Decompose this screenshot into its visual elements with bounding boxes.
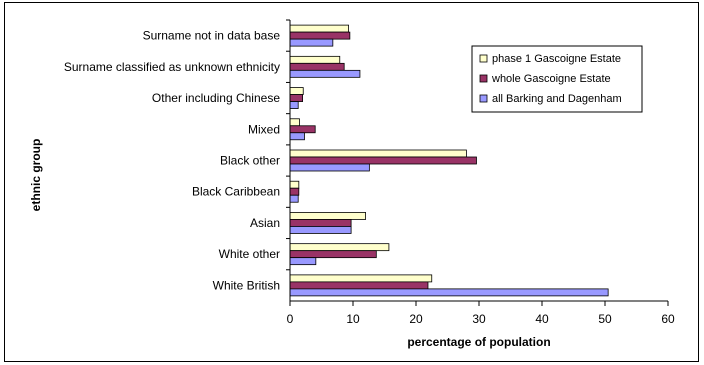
- labels-layer: White British White other Asian Black Carib…: [64, 29, 675, 326]
- bar: [289, 288, 609, 297]
- bar: [289, 125, 316, 134]
- bar: [289, 87, 304, 95]
- bar: [289, 250, 377, 259]
- bar: [289, 55, 341, 64]
- bar: [289, 180, 300, 189]
- x-tick-label: 40: [535, 312, 549, 326]
- bar: [289, 281, 429, 290]
- legend-swatch: [479, 74, 488, 83]
- x-tick-label: 30: [472, 312, 486, 326]
- category-label: Black other: [220, 154, 280, 168]
- bar: [289, 132, 305, 141]
- category-label: White British: [213, 278, 280, 292]
- bar: [289, 149, 467, 158]
- bar: [289, 212, 366, 220]
- legend-entry: phase 1 Gascoigne Estate: [492, 53, 621, 65]
- bar: [289, 219, 352, 227]
- x-tick-label: 20: [409, 312, 423, 326]
- legend-swatch: [479, 54, 488, 63]
- category-label: Other including Chinese: [152, 91, 280, 105]
- bar: [289, 101, 299, 109]
- axes-layer: [286, 19, 669, 306]
- legend-box: [471, 45, 643, 113]
- legend-entry: all Barking and Dagenham: [492, 93, 622, 105]
- bar: [289, 94, 304, 102]
- bar: [289, 38, 334, 47]
- legend-entry: whole Gascoigne Estate: [491, 73, 611, 85]
- x-axis-title: percentage of population: [407, 335, 550, 349]
- bar: [289, 24, 349, 33]
- x-tick-label: 50: [598, 312, 612, 326]
- bars-layer: [289, 24, 609, 297]
- x-tick-label: 60: [661, 312, 675, 326]
- bar: [289, 187, 300, 196]
- category-label: White other: [219, 247, 280, 261]
- bar: [289, 31, 351, 40]
- category-label: Mixed: [248, 122, 280, 136]
- bar: [289, 69, 361, 78]
- x-tick-label: 10: [346, 312, 360, 326]
- category-label: Black Caribbean: [192, 185, 280, 199]
- category-label: Asian: [250, 216, 280, 230]
- legend-swatch: [479, 94, 488, 103]
- bar: [289, 243, 390, 252]
- bar: [289, 163, 370, 172]
- bar: [289, 62, 345, 71]
- x-tick-label: 0: [287, 312, 294, 326]
- category-label: Surname classified as unknown ethnicity: [64, 60, 280, 74]
- bar: [289, 156, 477, 165]
- bar: [289, 257, 317, 266]
- bar: [289, 194, 299, 203]
- y-axis-title: ethnic group: [29, 139, 43, 212]
- category-label: Surname not in data base: [143, 29, 281, 43]
- bar: [289, 274, 433, 283]
- bar: [289, 226, 352, 234]
- legend: phase 1 Gascoigne Estate whole Gascoigne …: [471, 45, 643, 113]
- bar: [289, 118, 300, 127]
